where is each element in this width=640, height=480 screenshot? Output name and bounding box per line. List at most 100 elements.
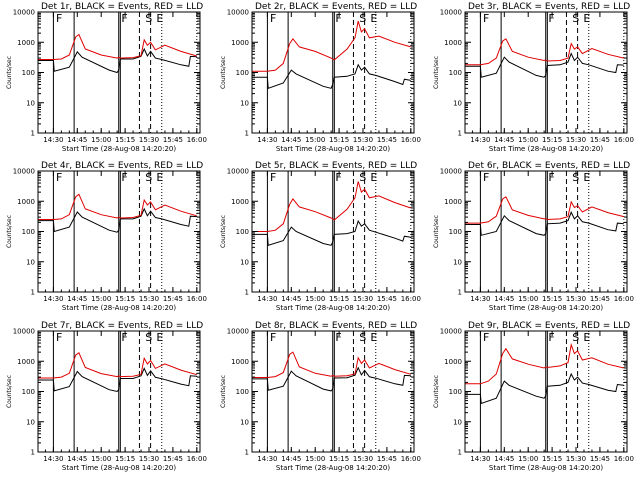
y-tick-label: 100 — [449, 228, 462, 236]
event-marker-e-4: E — [156, 12, 163, 25]
y-tick-label: 10 — [453, 99, 462, 107]
y-tick-label: 1000 — [444, 358, 462, 366]
x-tick-label: 14:45 — [494, 455, 514, 463]
event-marker-f-1: F — [483, 171, 489, 184]
y-axis-label: Counts/sec — [6, 56, 13, 89]
x-tick-label: 15:00 — [518, 455, 538, 463]
x-tick-label: 15:45 — [590, 455, 610, 463]
y-tick-label: 1000 — [231, 39, 249, 47]
x-tick-label: 14:45 — [494, 136, 514, 144]
y-tick-label: 10 — [26, 258, 35, 266]
x-tick-label: 16:00 — [187, 455, 207, 463]
x-tick-label: 15:30 — [566, 295, 586, 303]
x-tick-label: 15:15 — [115, 455, 135, 463]
x-axis-label: Start Time (28-Aug-08 14:20:20) — [489, 145, 603, 153]
y-axis-label: Counts/sec — [220, 215, 227, 248]
event-marker-f-2: F — [548, 171, 554, 184]
y-tick-label: 100 — [449, 69, 462, 77]
x-tick-label: 15:30 — [353, 455, 373, 463]
events-series-line — [252, 366, 411, 392]
x-tick-label: 15:15 — [542, 295, 562, 303]
events-series-line — [252, 63, 411, 89]
y-axis-label: Counts/sec — [220, 56, 227, 89]
event-marker-f-2: F — [548, 12, 554, 25]
events-series-line — [38, 207, 197, 233]
events-series-line — [252, 219, 411, 246]
x-tick-label: 15:00 — [518, 136, 538, 144]
y-tick-label: 10000 — [227, 328, 249, 336]
y-tick-label: 100 — [449, 388, 462, 396]
y-tick-label: 10000 — [13, 168, 35, 176]
y-tick-label: 1000 — [231, 198, 249, 206]
y-tick-label: 10000 — [440, 9, 462, 17]
y-tick-label: 100 — [22, 69, 35, 77]
x-tick-label: 16:00 — [401, 295, 421, 303]
events-series-line — [465, 372, 624, 405]
event-marker-e-4: E — [370, 331, 377, 344]
y-tick-label: 10 — [26, 418, 35, 426]
x-tick-label: 14:45 — [67, 295, 87, 303]
event-marker-e-4: E — [156, 171, 163, 184]
x-tick-label: 14:30 — [257, 295, 277, 303]
event-marker-s-3: S — [572, 331, 579, 344]
x-tick-label: 14:30 — [43, 455, 63, 463]
x-axis-label: Start Time (28-Aug-08 14:20:20) — [62, 304, 176, 312]
lld-series-line — [252, 20, 411, 72]
y-tick-label: 10 — [453, 258, 462, 266]
x-tick-label: 15:00 — [91, 295, 111, 303]
x-tick-label: 15:45 — [377, 136, 397, 144]
y-tick-label: 1 — [458, 130, 462, 138]
event-marker-f-1: F — [270, 171, 276, 184]
chart-title: Det 9r, BLACK = Events, RED = LLD — [468, 321, 630, 331]
y-tick-label: 100 — [236, 228, 249, 236]
event-marker-f-2: F — [548, 331, 554, 344]
y-tick-label: 100 — [22, 388, 35, 396]
x-tick-label: 15:45 — [163, 295, 183, 303]
lld-series-line — [465, 38, 624, 66]
y-tick-label: 10000 — [440, 328, 462, 336]
chart-title: Det 8r, BLACK = Events, RED = LLD — [255, 321, 417, 331]
x-tick-label: 14:30 — [257, 136, 277, 144]
x-axis-label: Start Time (28-Aug-08 14:20:20) — [62, 464, 176, 472]
x-tick-label: 14:45 — [67, 136, 87, 144]
event-marker-f-2: F — [121, 171, 127, 184]
event-marker-f-2: F — [121, 12, 127, 25]
y-axis-label: Counts/sec — [433, 375, 440, 408]
y-tick-label: 1 — [245, 130, 249, 138]
x-tick-label: 15:45 — [163, 455, 183, 463]
event-marker-f-2: F — [335, 331, 341, 344]
event-marker-s-3: S — [145, 331, 152, 344]
event-marker-f-1: F — [270, 12, 276, 25]
event-marker-e-4: E — [370, 12, 377, 25]
event-marker-f-2: F — [121, 331, 127, 344]
y-tick-label: 100 — [236, 388, 249, 396]
x-tick-label: 14:30 — [43, 136, 63, 144]
x-axis-label: Start Time (28-Aug-08 14:20:20) — [489, 304, 603, 312]
x-tick-label: 15:15 — [115, 136, 135, 144]
event-marker-f-1: F — [56, 331, 62, 344]
event-marker-s-3: S — [572, 12, 579, 25]
x-tick-label: 15:15 — [329, 136, 349, 144]
x-tick-label: 16:00 — [401, 136, 421, 144]
y-tick-label: 100 — [236, 69, 249, 77]
y-tick-label: 10000 — [227, 168, 249, 176]
y-axis-label: Counts/sec — [6, 375, 13, 408]
lld-series-line — [38, 33, 197, 60]
y-tick-label: 1000 — [17, 358, 35, 366]
x-axis-label: Start Time (28-Aug-08 14:20:20) — [276, 145, 390, 153]
y-tick-label: 1 — [31, 130, 35, 138]
y-tick-label: 1000 — [231, 358, 249, 366]
y-tick-label: 10000 — [13, 9, 35, 17]
event-marker-s-3: S — [145, 171, 152, 184]
y-tick-label: 1 — [31, 449, 35, 457]
lld-series-line — [38, 352, 197, 379]
event-marker-f-2: F — [335, 12, 341, 25]
x-tick-label: 14:30 — [470, 136, 490, 144]
x-tick-label: 15:30 — [353, 295, 373, 303]
